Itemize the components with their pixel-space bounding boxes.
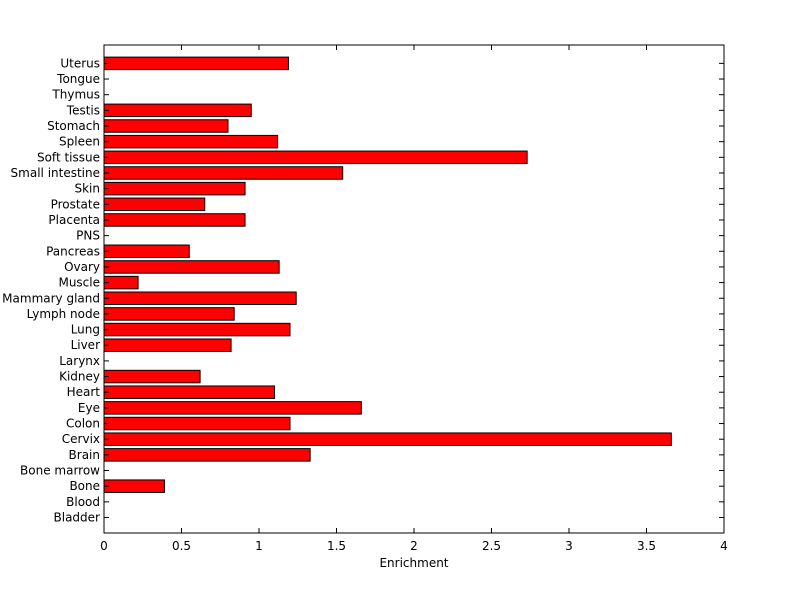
y-tick-label: Pancreas (46, 244, 100, 258)
y-tick-label: Liver (71, 338, 101, 352)
bar-small-intestine (103, 166, 344, 180)
y-tick-label: PNS (76, 229, 100, 243)
y-tick-label: Blood (66, 495, 100, 509)
x-tick-label: 2 (410, 539, 418, 553)
y-tick-label: Uterus (60, 56, 100, 70)
y-tick-label: Lymph node (27, 307, 100, 321)
x-tick-label: 3.5 (637, 539, 656, 553)
bar-ovary (103, 260, 280, 274)
bar-kidney (103, 369, 201, 384)
y-tick-label: Bone marrow (20, 464, 100, 478)
x-tick-label: 1.5 (327, 539, 346, 553)
bar-uterus (103, 56, 289, 71)
y-tick-label: Testis (66, 103, 100, 117)
y-tick-label: Larynx (59, 354, 100, 368)
x-tick-labels: 0 0.5 1 1.5 2 2.5 3 3.5 4 (100, 539, 728, 553)
y-tick-label: Eye (78, 401, 100, 415)
y-tick-label: Stomach (47, 119, 100, 133)
bar-mammary-gland (103, 291, 297, 306)
x-tick-label: 0.5 (172, 539, 191, 553)
bar-spleen (103, 134, 279, 149)
bar-pancreas (103, 244, 190, 259)
x-tick-label: 1 (255, 539, 263, 553)
y-tick-label: Heart (67, 385, 101, 399)
y-tick-label: Small intestine (11, 166, 100, 180)
bars-group (103, 56, 672, 493)
bar-heart (103, 385, 275, 399)
y-tick-label: Lung (71, 323, 100, 337)
y-tick-label: Colon (66, 417, 100, 431)
y-tick-label: Skin (74, 182, 100, 196)
y-tick-label: Bladder (54, 511, 101, 525)
y-tick-label: Bone (69, 479, 100, 493)
y-tick-label: Tongue (56, 72, 100, 86)
bar-skin (103, 181, 246, 196)
bar-testis (103, 103, 252, 118)
bar-brain (103, 448, 311, 462)
bar-placenta (103, 213, 246, 227)
x-tick-label: 2.5 (482, 539, 501, 553)
bar-prostate (103, 197, 206, 212)
bar-lymph-node (103, 307, 235, 321)
x-tick-label: 0 (100, 539, 108, 553)
y-tick-label: Soft tissue (37, 150, 100, 164)
bar-bone (103, 479, 165, 493)
y-tick-label: Kidney (59, 370, 100, 384)
bar-liver (103, 338, 232, 352)
bar-eye (103, 401, 362, 415)
y-tick-label: Mammary gland (2, 291, 100, 305)
ticks-group (103, 45, 725, 533)
y-tick-label: Cervix (62, 432, 100, 446)
x-tick-label: 4 (720, 539, 728, 553)
y-tick-label: Ovary (64, 260, 100, 274)
bar-colon (103, 416, 291, 431)
bar-stomach (103, 119, 229, 133)
y-tick-label: Thymus (51, 88, 100, 102)
bar-soft-tissue (103, 150, 528, 165)
bar-cervix (103, 432, 672, 446)
x-tick-label: 3 (565, 539, 573, 553)
bar-muscle (103, 275, 139, 290)
y-tick-label: Prostate (51, 197, 100, 211)
bar-lung (103, 322, 291, 337)
y-tick-label: Muscle (58, 276, 100, 290)
y-tick-label: Placenta (48, 213, 100, 227)
y-tick-label: Brain (69, 448, 100, 462)
y-tick-label: Spleen (59, 135, 100, 149)
x-axis-label: Enrichment (379, 556, 448, 570)
